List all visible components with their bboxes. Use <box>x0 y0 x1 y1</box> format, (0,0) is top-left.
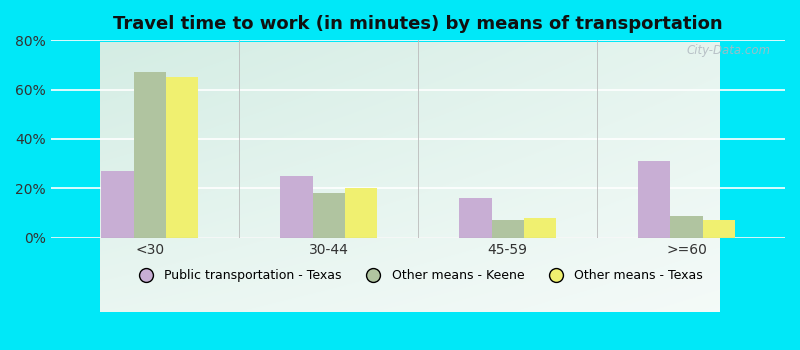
Text: City-Data.com: City-Data.com <box>686 44 770 57</box>
Bar <box>280 176 313 238</box>
Bar <box>345 188 377 238</box>
Bar <box>670 216 702 238</box>
Bar <box>166 77 198 238</box>
Bar <box>491 220 524 238</box>
Title: Travel time to work (in minutes) by means of transportation: Travel time to work (in minutes) by mean… <box>114 15 723 33</box>
Bar <box>102 171 134 238</box>
Bar <box>702 220 735 238</box>
Legend: Public transportation - Texas, Other means - Keene, Other means - Texas: Public transportation - Texas, Other mea… <box>128 264 708 287</box>
Bar <box>524 218 556 238</box>
Bar <box>459 198 491 238</box>
Bar <box>638 161 670 238</box>
Bar <box>313 193 345 238</box>
Bar <box>134 72 166 238</box>
